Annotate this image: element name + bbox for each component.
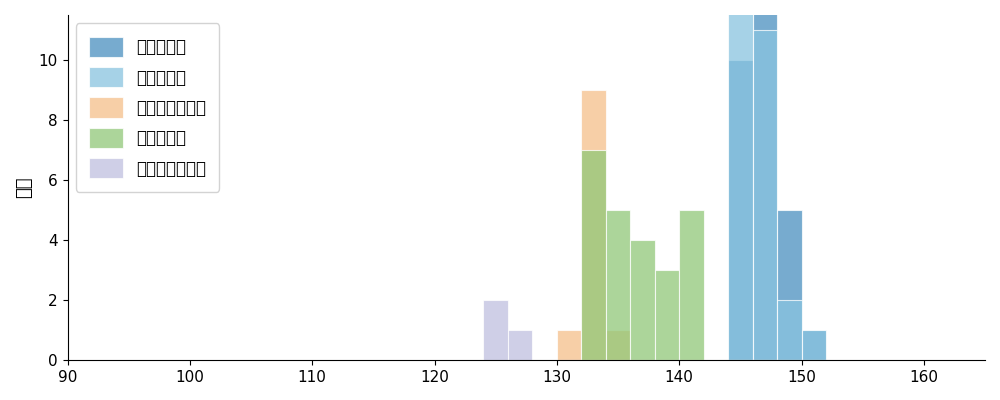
- Bar: [777, 210, 802, 360]
- Legend: ストレート, ツーシーム, チェンジアップ, スライダー, ナックルカーブ: ストレート, ツーシーム, チェンジアップ, スライダー, ナックルカーブ: [76, 23, 219, 192]
- Bar: [606, 210, 630, 360]
- Bar: [655, 270, 679, 360]
- Bar: [581, 150, 606, 360]
- Bar: [508, 330, 532, 360]
- Bar: [483, 300, 508, 360]
- Bar: [630, 240, 655, 360]
- Bar: [606, 330, 630, 360]
- Bar: [679, 210, 704, 360]
- Y-axis label: 球数: 球数: [15, 177, 33, 198]
- Bar: [802, 330, 826, 360]
- Bar: [777, 300, 802, 360]
- Bar: [728, 0, 753, 360]
- Bar: [728, 60, 753, 360]
- Bar: [802, 330, 826, 360]
- Bar: [753, 0, 777, 360]
- Bar: [581, 90, 606, 360]
- Bar: [753, 30, 777, 360]
- Bar: [557, 330, 581, 360]
